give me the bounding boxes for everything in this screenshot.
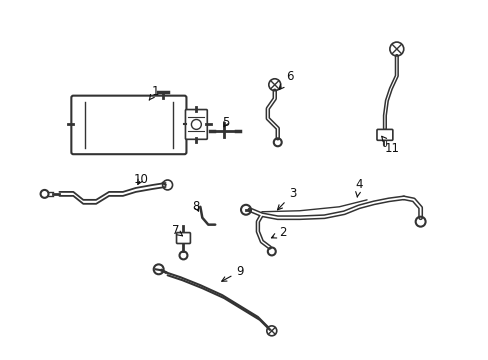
Text: 4: 4 [355, 179, 362, 197]
FancyBboxPatch shape [176, 233, 190, 243]
FancyBboxPatch shape [71, 96, 186, 154]
Text: 9: 9 [221, 265, 244, 281]
Text: 8: 8 [192, 200, 200, 213]
FancyBboxPatch shape [376, 129, 392, 140]
Text: 5: 5 [222, 116, 229, 129]
FancyBboxPatch shape [185, 109, 207, 139]
Text: 3: 3 [277, 188, 296, 210]
Text: 6: 6 [279, 70, 293, 90]
Text: 11: 11 [381, 136, 399, 155]
Text: 2: 2 [271, 226, 286, 239]
Text: 1: 1 [149, 85, 159, 100]
Text: 10: 10 [133, 172, 148, 185]
Text: 7: 7 [171, 224, 182, 237]
